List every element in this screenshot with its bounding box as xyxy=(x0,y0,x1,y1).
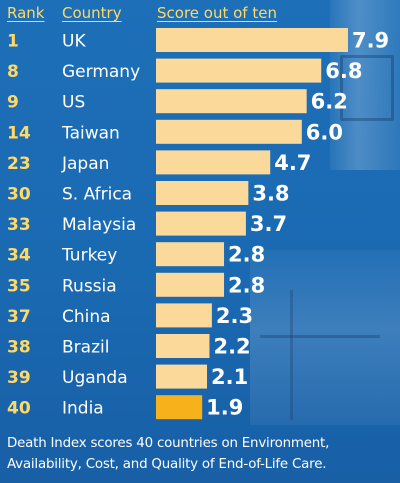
bar xyxy=(156,58,322,83)
bar xyxy=(156,28,348,52)
bar xyxy=(156,272,225,297)
caption: Death Index scores 40 countries on Envir… xyxy=(7,433,400,475)
value-label: 4.7 xyxy=(274,151,311,175)
rank-label: 39 xyxy=(7,368,31,388)
bar xyxy=(156,364,208,389)
rank-label: 37 xyxy=(7,307,31,327)
rank-label: 8 xyxy=(7,62,19,82)
bar xyxy=(156,119,302,144)
score-column-header: Score out of ten xyxy=(157,4,277,22)
caption-line-1: Death Index scores 40 countries on Envir… xyxy=(7,436,330,451)
bar xyxy=(156,242,225,267)
country-label: Russia xyxy=(62,276,117,296)
background-bed-image xyxy=(250,250,400,425)
bar-chart: 1 UK 7.9 8 Germany 6.8 9 US 6.2 14 Taiwan 6.0 23 Japa… xyxy=(7,28,389,420)
value-label: 6.0 xyxy=(306,120,343,144)
value-label: 6.2 xyxy=(311,90,348,114)
rank-label: 14 xyxy=(7,123,31,143)
bar xyxy=(156,211,246,236)
country-label: Uganda xyxy=(62,368,128,388)
value-label: 2.8 xyxy=(228,273,265,297)
rank-label: 9 xyxy=(7,93,19,113)
rank-label: 34 xyxy=(7,246,31,266)
rank-label: 40 xyxy=(7,399,31,419)
country-label: Taiwan xyxy=(61,123,120,143)
bar xyxy=(156,181,249,205)
rank-label: 38 xyxy=(7,338,31,358)
value-label: 3.7 xyxy=(250,212,287,236)
country-column-header: Country xyxy=(62,4,122,22)
caption-line-2: Availability, Cost, and Quality of End-o… xyxy=(7,457,327,472)
country-label: Japan xyxy=(61,154,109,174)
value-label: 6.8 xyxy=(325,59,362,83)
rank-label: 1 xyxy=(7,32,19,52)
value-label: 2.3 xyxy=(216,304,253,328)
rank-label: 23 xyxy=(7,154,31,174)
value-label: 7.9 xyxy=(352,29,389,53)
rank-column-header: Rank xyxy=(7,4,45,22)
rank-label: 30 xyxy=(7,185,31,205)
country-label: China xyxy=(62,307,111,327)
country-label: Turkey xyxy=(61,246,117,266)
country-label: Brazil xyxy=(62,338,109,358)
bar xyxy=(156,395,203,420)
rank-label: 33 xyxy=(7,215,31,235)
value-label: 3.8 xyxy=(252,182,289,206)
value-label: 2.1 xyxy=(211,365,248,389)
value-label: 2.2 xyxy=(213,335,250,359)
country-label: Germany xyxy=(62,62,140,82)
country-label: S. Africa xyxy=(62,185,132,205)
bar xyxy=(156,334,210,358)
bar xyxy=(156,89,307,114)
country-label: US xyxy=(62,93,85,113)
bar xyxy=(156,150,271,175)
rank-label: 35 xyxy=(7,276,31,296)
country-label: Malaysia xyxy=(62,215,136,235)
value-label: 2.8 xyxy=(228,243,265,267)
bar xyxy=(156,303,212,328)
value-label: 1.9 xyxy=(206,396,243,420)
country-label: UK xyxy=(62,32,86,52)
country-label: India xyxy=(62,399,104,419)
